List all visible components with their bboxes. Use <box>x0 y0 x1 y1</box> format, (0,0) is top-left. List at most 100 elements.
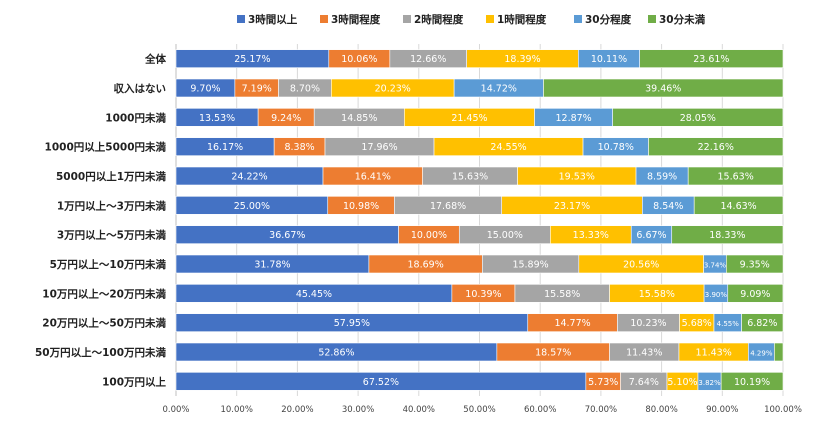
data-label-9-2: 10.23% <box>630 318 666 329</box>
data-label-3-1: 8.38% <box>284 142 314 153</box>
legend: 3時間以上 3時間程度 2時間程度 1時間程度 30分程度 30分未満 <box>237 13 706 26</box>
data-label-5-4: 8.54% <box>653 201 683 212</box>
data-label-11-2: 7.64% <box>629 377 659 388</box>
data-label-10-0: 52.86% <box>318 348 354 359</box>
data-label-10-2: 11.43% <box>626 348 662 359</box>
data-label-1-5: 39.46% <box>645 84 681 95</box>
data-label-6-0: 36.67% <box>269 230 305 241</box>
data-label-10-4: 4.29% <box>750 350 773 358</box>
data-label-2-1: 9.24% <box>271 113 301 124</box>
legend-swatch-4 <box>574 15 582 23</box>
legend-swatch-0 <box>237 15 245 23</box>
x-tick-label-3: 30.00% <box>342 405 374 415</box>
category-label-10: 50万円以上～100万円未満 <box>35 346 167 359</box>
data-label-9-1: 14.77% <box>554 318 590 329</box>
data-label-8-2: 15.58% <box>544 289 580 300</box>
data-label-3-0: 16.17% <box>207 142 243 153</box>
data-label-0-1: 10.06% <box>341 54 377 65</box>
data-label-1-4: 14.72% <box>481 84 517 95</box>
data-label-4-5: 15.63% <box>718 172 754 183</box>
chart-canvas: 3時間以上 3時間程度 2時間程度 1時間程度 30分程度 30分未満 25.17% 10.… <box>0 0 815 423</box>
data-label-5-3: 23.17% <box>554 201 590 212</box>
x-axis-ticks: 0.00% 10.00% 20.00% 30.00% 40.00% 50.00% 60.00… <box>162 405 801 415</box>
data-label-8-0: 45.45% <box>296 289 332 300</box>
legend-label-0: 3時間以上 <box>248 13 298 26</box>
data-label-9-0: 57.95% <box>334 318 370 329</box>
data-label-11-4: 3.82% <box>698 379 721 387</box>
data-label-7-2: 15.89% <box>512 260 548 271</box>
x-tick-label-10: 100.00% <box>764 405 802 415</box>
category-label-11: 100万円以上 <box>102 375 166 388</box>
data-label-11-3: 5.10% <box>667 377 697 388</box>
x-tick-label-7: 70.00% <box>585 405 617 415</box>
data-label-3-4: 10.78% <box>598 142 634 153</box>
data-label-1-0: 9.70% <box>190 84 220 95</box>
data-label-0-3: 18.39% <box>504 54 540 65</box>
data-label-5-1: 10.98% <box>343 201 379 212</box>
data-label-6-2: 15.00% <box>487 230 523 241</box>
legend-label-2: 2時間程度 <box>414 13 464 26</box>
legend-swatch-5 <box>648 15 656 23</box>
data-label-6-5: 18.33% <box>709 230 745 241</box>
category-label-9: 20万円以上～50万円未満 <box>42 317 166 330</box>
x-tick-label-5: 50.00% <box>463 405 495 415</box>
x-tick-label-6: 60.00% <box>524 405 556 415</box>
data-label-9-4: 4.55% <box>717 320 740 328</box>
data-label-8-5: 9.09% <box>740 289 770 300</box>
x-tick-label-8: 80.00% <box>645 405 677 415</box>
data-label-6-1: 10.00% <box>411 230 447 241</box>
data-label-11-5: 10.19% <box>734 377 770 388</box>
data-label-4-3: 19.53% <box>559 172 595 183</box>
data-label-6-4: 6.67% <box>636 230 666 241</box>
data-label-3-3: 24.55% <box>490 142 526 153</box>
category-label-7: 5万円以上～10万円未満 <box>50 258 167 271</box>
data-label-9-5: 6.82% <box>747 318 777 329</box>
data-label-11-1: 5.73% <box>588 377 618 388</box>
data-label-1-2: 8.70% <box>290 84 320 95</box>
category-label-1: 収入はない <box>114 83 167 95</box>
data-label-2-4: 12.87% <box>555 113 591 124</box>
data-label-0-4: 10.11% <box>591 54 627 65</box>
legend-label-4: 30分程度 <box>585 13 632 26</box>
data-label-8-3: 15.58% <box>639 289 675 300</box>
data-label-1-1: 7.19% <box>242 84 272 95</box>
data-label-8-4: 3.90% <box>705 291 728 299</box>
legend-swatch-3 <box>486 15 494 23</box>
legend-swatch-2 <box>403 15 411 23</box>
data-label-5-5: 14.63% <box>720 201 756 212</box>
data-label-3-2: 17.96% <box>361 142 397 153</box>
data-label-7-3: 20.56% <box>623 260 659 271</box>
category-label-0: 全体 <box>144 53 166 66</box>
data-label-2-2: 14.85% <box>341 113 377 124</box>
stacked-bar-chart: 3時間以上 3時間程度 2時間程度 1時間程度 30分程度 30分未満 25.17% 10.… <box>0 0 815 423</box>
data-label-7-1: 18.69% <box>408 260 444 271</box>
data-label-7-4: 3.74% <box>704 262 727 270</box>
x-tick-label-1: 10.00% <box>220 405 252 415</box>
data-label-4-0: 24.22% <box>231 172 267 183</box>
data-label-2-5: 28.05% <box>680 113 716 124</box>
data-label-0-2: 12.66% <box>410 54 446 65</box>
data-label-10-3: 11.43% <box>696 348 732 359</box>
category-label-5: 1万円以上～3万円未満 <box>57 199 167 212</box>
data-label-4-1: 16.41% <box>355 172 391 183</box>
category-label-2: 1000円未満 <box>105 111 166 124</box>
data-label-4-4: 8.59% <box>647 172 677 183</box>
data-label-4-2: 15.63% <box>452 172 488 183</box>
data-label-7-0: 31.78% <box>254 260 290 271</box>
data-label-2-0: 13.53% <box>199 113 235 124</box>
x-tick-label-2: 20.00% <box>281 405 313 415</box>
category-label-8: 10万円以上～20万円未満 <box>42 287 166 300</box>
data-label-8-1: 10.39% <box>465 289 501 300</box>
data-label-5-0: 25.00% <box>234 201 270 212</box>
x-tick-label-9: 90.00% <box>706 405 738 415</box>
data-label-3-5: 22.16% <box>698 142 734 153</box>
legend-label-1: 3時間程度 <box>331 13 381 26</box>
data-label-0-5: 23.61% <box>693 54 729 65</box>
category-label-3: 1000円以上5000円未満 <box>45 141 167 154</box>
data-label-2-3: 21.45% <box>451 113 487 124</box>
legend-label-5: 30分未満 <box>659 13 706 26</box>
bar-segment-10-5 <box>774 343 783 361</box>
data-label-7-5: 9.35% <box>740 260 770 271</box>
data-label-0-0: 25.17% <box>234 54 270 65</box>
